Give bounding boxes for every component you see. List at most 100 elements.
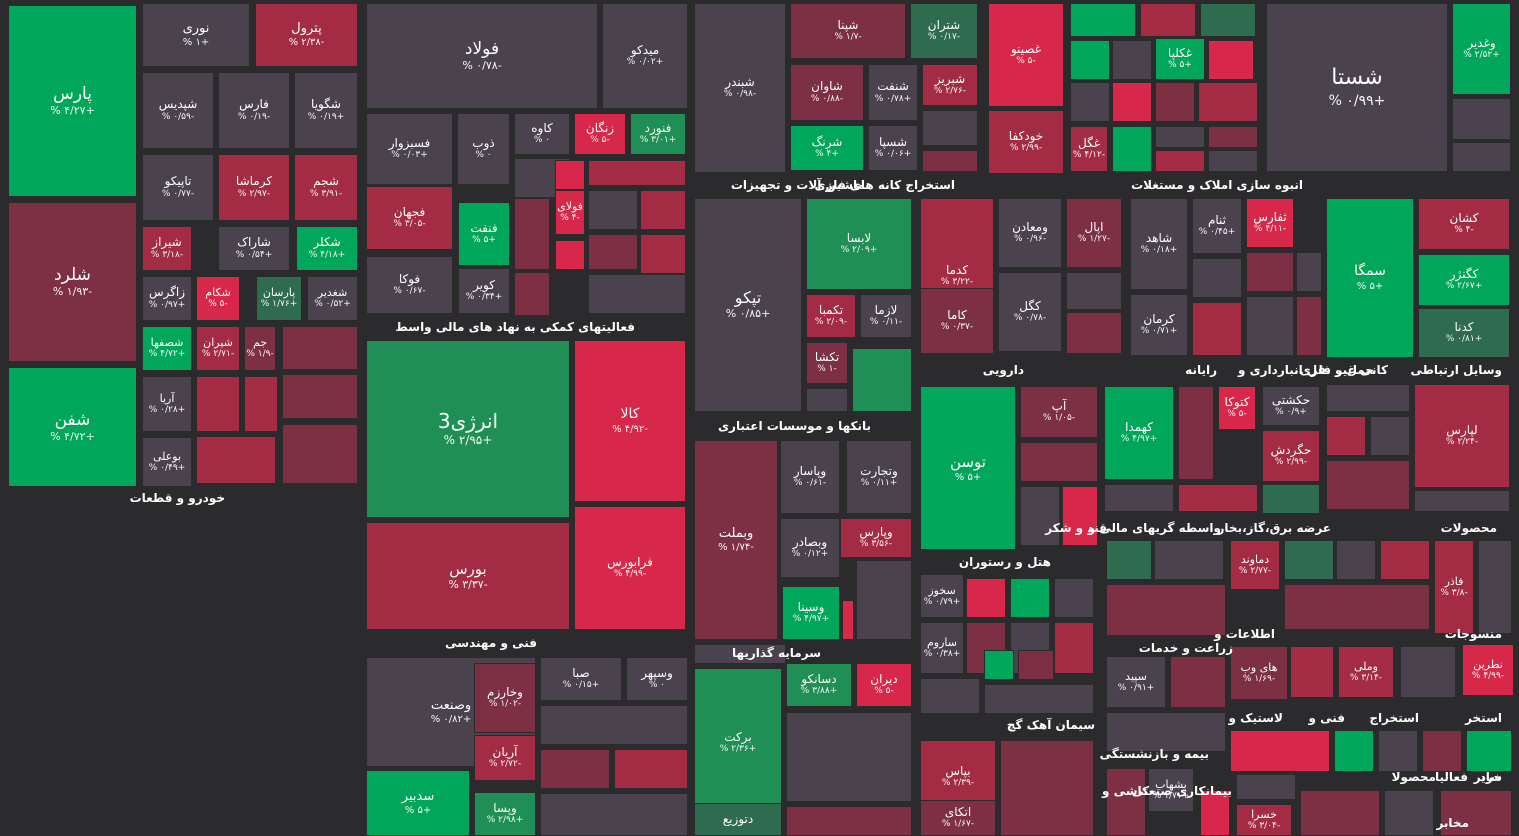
- stock-tile[interactable]: شیران -۲/۷۱ %: [196, 326, 240, 371]
- stock-tile[interactable]: لپارس -۲/۲۴ %: [1414, 384, 1510, 488]
- stock-tile[interactable]: اتکای -۱/۶۷ %: [920, 800, 996, 836]
- stock-tile[interactable]: فولاد -۰/۷۸ %: [366, 3, 598, 109]
- stock-tile[interactable]: تاپیکو -۰/۷۷ %: [142, 154, 214, 221]
- stock-tile[interactable]: خسرا -۳/۰۴ %: [1236, 804, 1292, 836]
- stock-tile[interactable]: نطرین -۴/۹۹ %: [1462, 644, 1514, 696]
- stock-tile[interactable]: فولای -۴ %: [555, 190, 585, 235]
- stock-tile[interactable]: کاوه ۰ %: [514, 113, 570, 155]
- stock-tile[interactable]: بوعلی +۰/۴۹ %: [142, 437, 192, 487]
- stock-tile[interactable]: شتران -۰/۱۷ %: [910, 3, 978, 59]
- stock-tile[interactable]: نوری +۱ %: [142, 3, 250, 67]
- stock-tile[interactable]: لابسا +۲/۰۹ %: [806, 198, 912, 290]
- stock-tile[interactable]: شبندر -۰/۹۸ %: [694, 3, 786, 173]
- stock-tile[interactable]: غگل -۴/۱۲ %: [1070, 126, 1108, 172]
- stock-tile[interactable]: سپید +۰/۹۱ %: [1106, 656, 1166, 708]
- stock-tile[interactable]: کشان -۴ %: [1418, 198, 1510, 250]
- stock-tile[interactable]: شپنا -۱/۷ %: [790, 3, 906, 59]
- stock-tile[interactable]: کرمان +۰/۷۱ %: [1130, 294, 1188, 356]
- stock-tile[interactable]: شبریز -۲/۷۶ %: [922, 64, 978, 106]
- stock-tile[interactable]: ومعادن -۰/۹۶ %: [998, 198, 1062, 268]
- stock-tile[interactable]: کتوکا -۵ %: [1218, 386, 1256, 430]
- stock-tile[interactable]: دماوند -۲/۷۷ %: [1230, 540, 1280, 590]
- stock-tile[interactable]: شجم -۳/۹۱ %: [294, 154, 358, 221]
- stock-tile[interactable]: کرماشا -۲/۹۷ %: [218, 154, 290, 221]
- stock-tile[interactable]: زاگرس +۰/۹۷ %: [142, 276, 192, 321]
- stock-tile[interactable]: زنگان -۵ %: [574, 113, 626, 155]
- stock-tile[interactable]: آپ -۱/۰۵ %: [1020, 386, 1098, 438]
- stock-tile[interactable]: غصینو -۵ %: [988, 3, 1064, 107]
- stock-tile[interactable]: کهمدا +۴/۹۷ %: [1104, 386, 1174, 480]
- stock-tile[interactable]: ذوب ۰ %: [457, 113, 510, 185]
- stock-tile[interactable]: ثنام +۰/۴۵ %: [1192, 198, 1242, 254]
- stock-tile[interactable]: شپدیس -۰/۵۹ %: [142, 72, 214, 149]
- stock-tile[interactable]: کاما -۰/۳۷ %: [920, 288, 994, 354]
- stock-tile[interactable]: وپسا +۲/۹۸ %: [474, 792, 536, 836]
- stock-tile[interactable]: دسانکو +۳/۸۸ %: [786, 663, 852, 707]
- stock-tile[interactable]: وسپهر ۰ %: [626, 657, 688, 701]
- stock-tile[interactable]: کویر +۰/۳۴ %: [458, 268, 510, 314]
- stock-tile[interactable]: شیراز -۳/۱۸ %: [142, 226, 192, 271]
- stock-tile[interactable]: وبصادر +۰/۱۲ %: [780, 518, 840, 578]
- stock-tile[interactable]: بورس -۳/۳۷ %: [366, 522, 570, 630]
- stock-tile[interactable]: جم -۱/۹ %: [244, 326, 276, 371]
- stock-tile[interactable]: سدبیر +۵ %: [366, 770, 470, 836]
- stock-tile[interactable]: کالا -۴/۹۲ %: [574, 340, 686, 502]
- stock-tile[interactable]: بشهاب +۱/۷۱ %: [1148, 768, 1194, 812]
- stock-tile[interactable]: آریان -۲/۷۲ %: [474, 735, 536, 781]
- stock-tile[interactable]: اپال -۱/۲۷ %: [1066, 198, 1122, 268]
- stock-tile[interactable]: وسینا +۴/۹۷ %: [782, 586, 840, 640]
- stock-tile[interactable]: وخارزم -۱/۰۲ %: [474, 663, 536, 733]
- stock-tile[interactable]: شلرد -۱/۹۳ %: [8, 202, 137, 362]
- stock-tile[interactable]: سمگا +۵ %: [1326, 198, 1414, 358]
- stock-tile[interactable]: شغدیر +۰/۵۲ %: [307, 276, 358, 321]
- stock-tile[interactable]: وملی -۳/۱۴ %: [1338, 646, 1394, 698]
- stock-tile[interactable]: شنفت +۰/۷۸ %: [868, 64, 918, 121]
- stock-tile[interactable]: میدکو +۰/۰۲ %: [602, 3, 688, 109]
- stock-tile[interactable]: تپکو +۰/۸۵ %: [694, 198, 802, 412]
- stock-tile[interactable]: وغدیر +۲/۵۲ %: [1452, 3, 1511, 95]
- stock-tile[interactable]: شسپا +۰/۰۶ %: [868, 125, 918, 171]
- stock-tile[interactable]: آریا +۰/۲۸ %: [142, 376, 192, 432]
- stock-tile[interactable]: خودکفا -۲/۹۹ %: [988, 110, 1064, 174]
- stock-tile[interactable]: شاهد +۰/۱۸ %: [1130, 198, 1188, 290]
- stock-tile[interactable]: شرنگ +۴ %: [790, 125, 864, 171]
- stock-tile[interactable]: ساروم +۰/۳۸ %: [920, 622, 964, 674]
- stock-tile[interactable]: فاذر -۳/۸ %: [1434, 540, 1474, 634]
- stock-tile[interactable]: فجهان -۳/۰۵ %: [366, 186, 453, 250]
- stock-tile[interactable]: توسن +۵ %: [920, 386, 1016, 550]
- stock-tile[interactable]: وپارس -۳/۵۶ %: [840, 518, 912, 558]
- stock-tile[interactable]: حکشتی +۰/۹ %: [1262, 386, 1320, 426]
- stock-tile[interactable]: تکمبا -۲/۰۹ %: [806, 294, 856, 338]
- stock-tile[interactable]: وبملت -۱/۷۴ %: [694, 440, 778, 640]
- stock-tile[interactable]: سخوز +۰/۷۹ %: [920, 574, 964, 618]
- stock-tile[interactable]: فنفت +۵ %: [458, 202, 510, 266]
- stock-tile[interactable]: فسبزوار +۰/۰۳ %: [366, 113, 453, 185]
- stock-tile[interactable]: فارس -۰/۱۹ %: [218, 72, 290, 149]
- stock-tile[interactable]: وتجارت +۰/۱۱ %: [846, 440, 912, 514]
- stock-tile[interactable]: لازما -۰/۱۱ %: [860, 294, 912, 338]
- stock-tile[interactable]: دتوزیع: [694, 803, 782, 836]
- stock-tile[interactable]: فنورد +۳/۰۱ %: [630, 113, 686, 155]
- stock-tile[interactable]: شکلر +۴/۱۸ %: [296, 226, 358, 271]
- stock-tile[interactable]: دیران -۵ %: [856, 663, 912, 707]
- stock-tile[interactable]: شاراک +۰/۵۴ %: [218, 226, 290, 271]
- stock-tile[interactable]: شگویا +۰/۱۹ %: [294, 72, 358, 149]
- stock-tile[interactable]: کدنا +۰/۸۱ %: [1418, 308, 1510, 358]
- stock-tile[interactable]: های وب -۱/۶۹ %: [1230, 646, 1288, 700]
- stock-tile[interactable]: غکلپا +۵ %: [1155, 38, 1205, 80]
- stock-tile[interactable]: پارس +۴/۲۷ %: [8, 5, 137, 197]
- stock-tile[interactable]: برکت +۲/۳۶ %: [694, 668, 782, 818]
- stock-tile[interactable]: پترول -۲/۳۸ %: [255, 3, 358, 67]
- stock-tile[interactable]: انرژی3 +۲/۹۵ %: [366, 340, 570, 518]
- stock-tile[interactable]: حگردش -۲/۹۹ %: [1262, 430, 1320, 482]
- stock-tile[interactable]: وپاسار -۰/۶۱ %: [780, 440, 840, 514]
- stock-tile[interactable]: شصفها +۴/۷۲ %: [142, 326, 192, 371]
- stock-tile[interactable]: شکام -۵ %: [196, 276, 240, 321]
- stock-tile[interactable]: فوکا -۰/۶۷ %: [366, 256, 453, 314]
- stock-tile[interactable]: صبا +۰/۱۵ %: [540, 657, 622, 701]
- stock-tile[interactable]: شاوان -۰/۸۸ %: [790, 64, 864, 121]
- stock-tile[interactable]: فرابورس -۴/۹۹ %: [574, 506, 686, 630]
- stock-tile[interactable]: کگل -۰/۷۸ %: [998, 272, 1062, 352]
- stock-tile[interactable]: شستا +۰/۹۹ %: [1266, 3, 1448, 172]
- stock-tile[interactable]: ثفارس -۴/۱۱ %: [1246, 198, 1294, 248]
